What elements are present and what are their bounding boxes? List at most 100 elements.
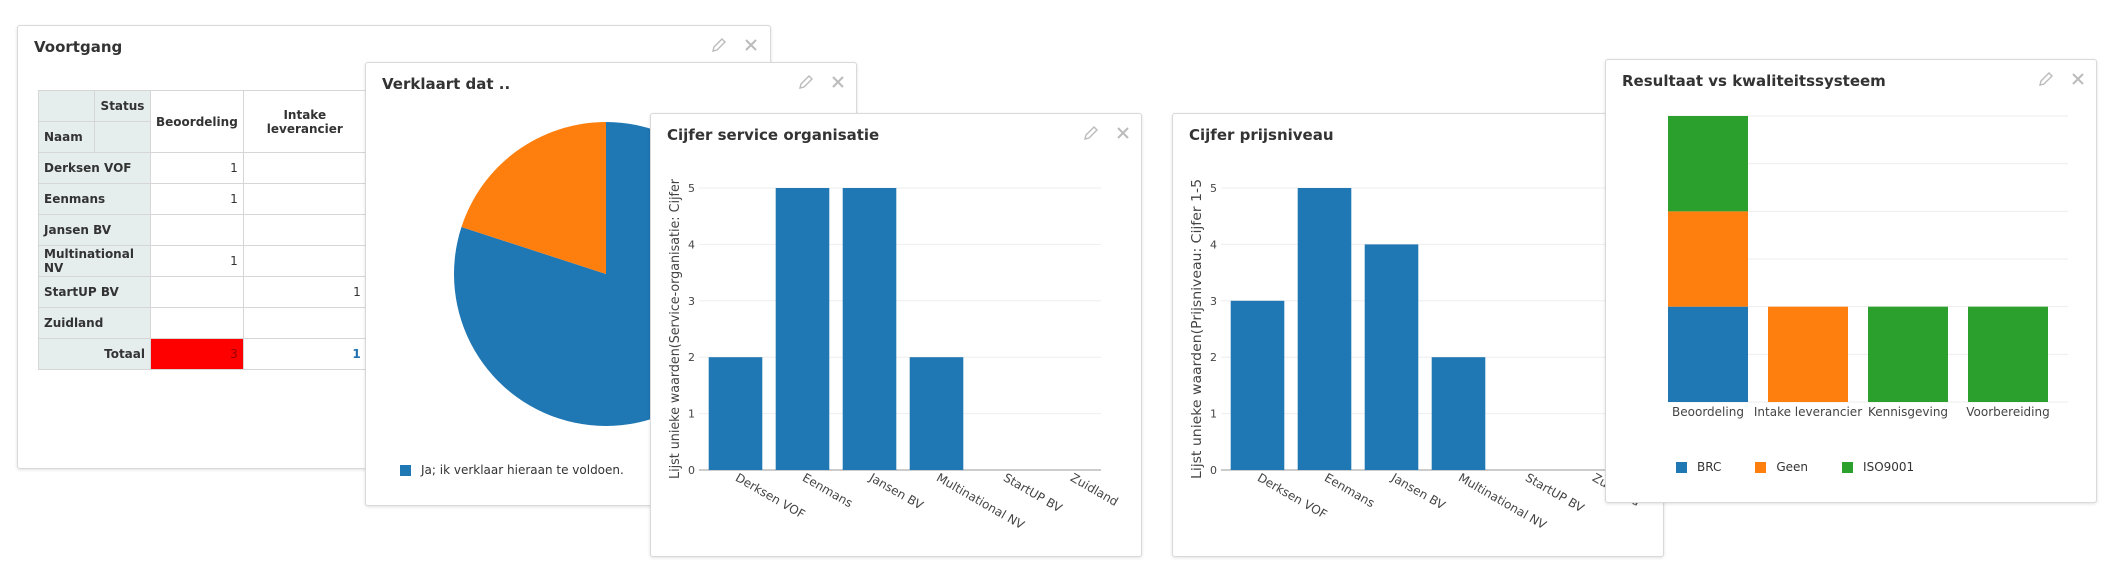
bar bbox=[909, 357, 964, 470]
widget-title: Cijfer prijsniveau bbox=[1189, 126, 1334, 144]
widget-resultaat: Resultaat vs kwaliteitssysteem Beoordeli… bbox=[1605, 59, 2097, 503]
stacked-bar-chart: Beoordeling Intake leverancier Kennisgevin… bbox=[1668, 115, 2068, 419]
y-axis-label: Lijst unieke waarden(Service-organisatie… bbox=[668, 178, 683, 479]
bar-segment bbox=[1868, 306, 1948, 402]
table-row: Eenmans 1 bbox=[38, 183, 367, 215]
pencil-icon[interactable] bbox=[2037, 70, 2055, 88]
row-name: Multinational NV bbox=[38, 245, 151, 277]
row-name: Eenmans bbox=[38, 183, 151, 215]
legend-label: ISO9001 bbox=[1863, 460, 1915, 474]
widget-title: Verklaart dat .. bbox=[382, 75, 511, 93]
table-row: Jansen BV bbox=[38, 214, 367, 246]
legend-label: Ja; ik verklaar hieraan te voldoen. bbox=[421, 463, 624, 477]
close-icon[interactable] bbox=[1114, 124, 1132, 142]
x-tick-label: Jansen BV bbox=[1388, 470, 1448, 513]
table-row: StartUP BV 1 bbox=[38, 276, 367, 308]
pie-legend: Ja; ik verklaar hieraan te voldoen. bbox=[400, 463, 624, 477]
y-tick-label: 4 bbox=[1210, 238, 1217, 251]
x-tick-label: Kennisgeving bbox=[1868, 405, 1948, 419]
x-tick-label: Zuidland bbox=[1068, 470, 1121, 508]
y-tick-label: 3 bbox=[688, 295, 695, 308]
y-tick-label: 4 bbox=[688, 238, 695, 251]
bar-segment bbox=[1668, 306, 1748, 402]
close-icon[interactable] bbox=[742, 36, 760, 54]
row-name: Zuidland bbox=[38, 307, 151, 339]
row-name: StartUP BV bbox=[38, 276, 151, 308]
column-header: Beoordeling bbox=[150, 90, 244, 153]
stack-legend: BRC Geen ISO9001 bbox=[1676, 460, 1914, 474]
y-tick-label: 2 bbox=[688, 351, 695, 364]
row-name: Jansen BV bbox=[38, 214, 151, 246]
bar bbox=[1364, 244, 1419, 470]
legend-swatch bbox=[1842, 461, 1854, 473]
bar-segment bbox=[1668, 116, 1748, 212]
bar bbox=[842, 188, 897, 470]
bar-segment bbox=[1768, 306, 1848, 402]
x-tick-label: StartUP BV bbox=[1001, 470, 1065, 515]
y-tick-label: 0 bbox=[1210, 464, 1217, 477]
y-tick-label: 5 bbox=[688, 182, 695, 195]
table-cell bbox=[242, 214, 367, 246]
y-tick-label: 5 bbox=[1210, 182, 1217, 195]
legend-swatch bbox=[1676, 461, 1687, 473]
bar-segment bbox=[1668, 211, 1748, 307]
bar-segment bbox=[1968, 306, 2048, 402]
table-cell bbox=[242, 245, 367, 277]
widget-title: Cijfer service organisatie bbox=[667, 126, 880, 144]
table-cell bbox=[242, 152, 367, 184]
y-tick-label: 0 bbox=[688, 464, 695, 477]
bar bbox=[1297, 188, 1352, 470]
table-row: Multinational NV 1 bbox=[38, 245, 367, 277]
x-tick-label: StartUP BV bbox=[1523, 470, 1587, 515]
table-cell: 1 bbox=[150, 183, 244, 215]
widget-prijs: Cijfer prijsniveau 0 1 2 3 4 5 Derksen VOF Eenm… bbox=[1172, 113, 1664, 557]
pencil-icon[interactable] bbox=[1082, 124, 1100, 142]
y-tick-label: 1 bbox=[1210, 408, 1217, 421]
total-row: Totaal 3 1 bbox=[38, 338, 367, 370]
bar bbox=[1230, 300, 1285, 470]
bar bbox=[1431, 357, 1486, 470]
table-cell: 1 bbox=[150, 245, 244, 277]
column-header: Intake leverancier bbox=[242, 90, 367, 153]
table-cell bbox=[242, 307, 367, 339]
x-tick-label: Voorbereiding bbox=[1966, 405, 2049, 419]
close-icon[interactable] bbox=[2069, 70, 2087, 88]
bar bbox=[708, 357, 763, 470]
y-tick-label: 1 bbox=[688, 408, 695, 421]
legend-swatch bbox=[400, 464, 411, 476]
widget-service: Cijfer service organisatie 0 1 2 3 4 5 Derksen… bbox=[650, 113, 1142, 557]
table-row: Derksen VOF 1 bbox=[38, 152, 367, 184]
bar bbox=[775, 188, 830, 470]
table-cell bbox=[150, 276, 244, 308]
total-cell: 3 bbox=[150, 338, 244, 370]
pie-slice bbox=[461, 122, 606, 274]
x-tick-label: Eenmans bbox=[800, 470, 855, 510]
x-tick-label: Intake leverancier bbox=[1754, 405, 1862, 419]
y-tick-label: 3 bbox=[1210, 295, 1217, 308]
empty-header-cell bbox=[94, 121, 151, 153]
table-cell bbox=[150, 307, 244, 339]
table-row: Zuidland bbox=[38, 307, 367, 339]
total-label: Totaal bbox=[38, 338, 151, 370]
widget-title: Resultaat vs kwaliteitssysteem bbox=[1622, 72, 1886, 90]
row-name: Derksen VOF bbox=[38, 152, 151, 184]
naam-header: Naam bbox=[38, 121, 95, 153]
y-tick-label: 2 bbox=[1210, 351, 1217, 364]
table-cell bbox=[242, 183, 367, 215]
close-icon[interactable] bbox=[829, 73, 847, 91]
total-cell: 1 bbox=[242, 338, 367, 370]
x-tick-label: Derksen VOF bbox=[733, 470, 808, 521]
y-axis-label: Lijst unieke waarden(Prijsniveau: Cijfer… bbox=[1190, 179, 1205, 479]
pivot-table: Status Beoordeling Intake leverancier Na… bbox=[38, 90, 367, 370]
legend-label: BRC bbox=[1697, 460, 1722, 474]
x-tick-label: Jansen BV bbox=[866, 470, 926, 513]
legend-swatch bbox=[1755, 461, 1767, 473]
pencil-icon[interactable] bbox=[710, 36, 728, 54]
table-cell bbox=[150, 214, 244, 246]
pencil-icon[interactable] bbox=[797, 73, 815, 91]
table-cell: 1 bbox=[242, 276, 367, 308]
x-tick-label: Derksen VOF bbox=[1255, 470, 1330, 521]
table-cell: 1 bbox=[150, 152, 244, 184]
